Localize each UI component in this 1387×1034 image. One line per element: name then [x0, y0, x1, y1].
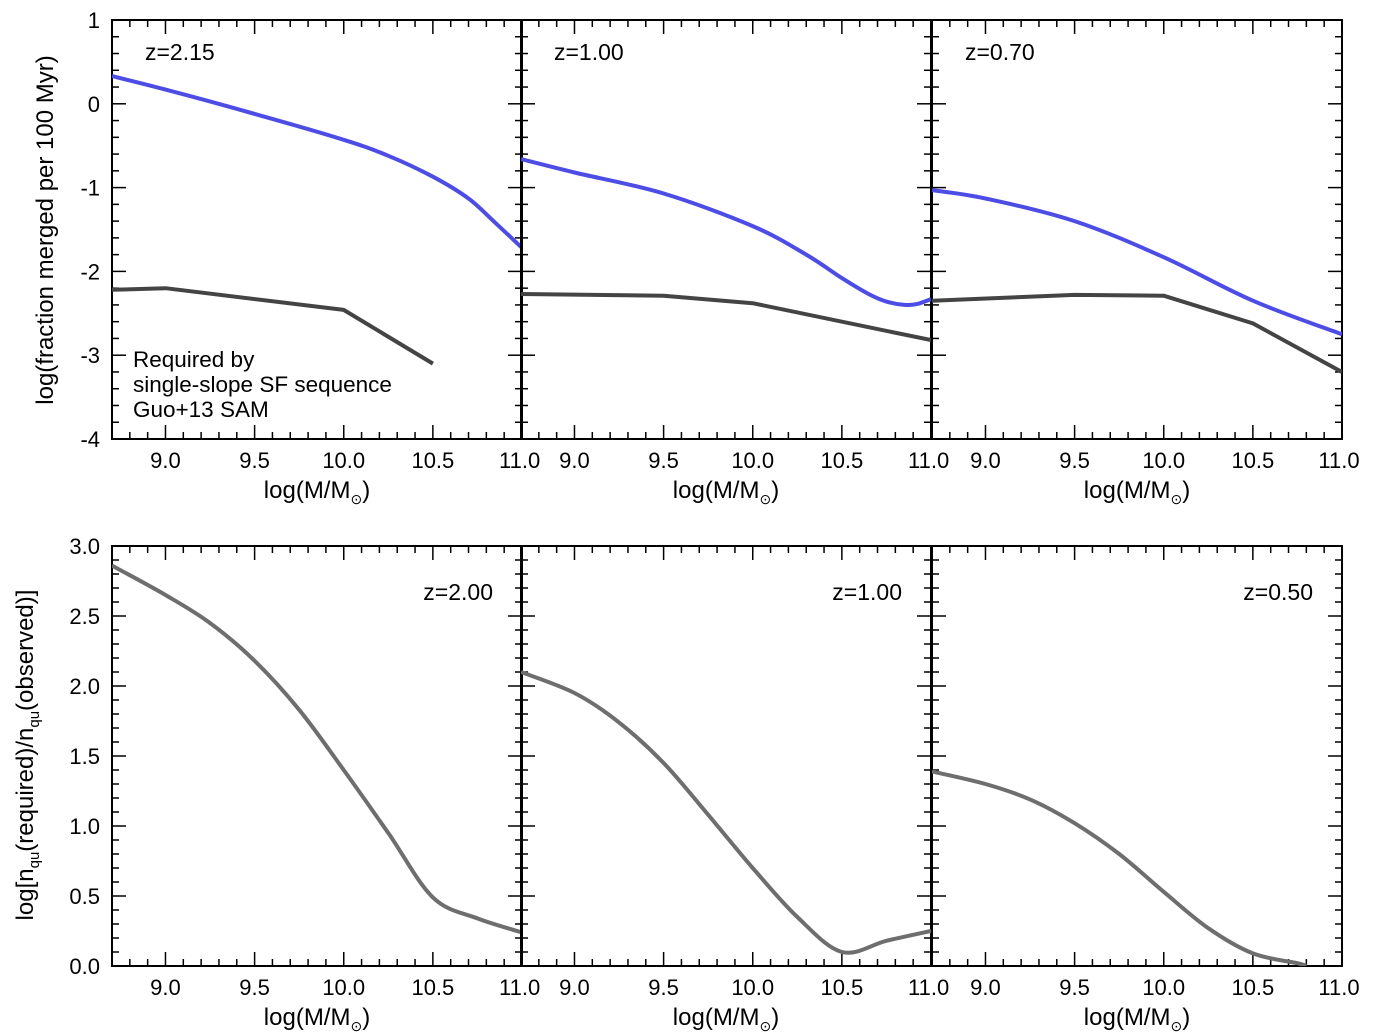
- x-tick-label: 10.5: [820, 975, 863, 1000]
- x-tick-label: 10.0: [1142, 448, 1185, 473]
- y-tick-label: 1: [88, 8, 100, 33]
- x-tick-label: 10.0: [322, 975, 365, 1000]
- y-tick-label: 0.5: [69, 884, 100, 909]
- panel-z=2.00: 9.0 9.5 10.0 10.5 11.0 3.0 2.5 2.0 1.5 1.0 0.5 0.0 l…: [69, 534, 540, 1034]
- x-tick-label: 9.5: [239, 975, 270, 1000]
- panel-z=0.70: 9.0 9.5 10.0 10.5 11.0 log(M/M⊙) z=0.70: [931, 19, 1360, 507]
- chart-panels: 9.0 9.5 10.0 10.5 11.0 1 0 -1 -2 -3 -4 log(M/M⊙) z=2…: [69, 8, 1359, 1034]
- top-y-axis-title: log(fraction merged per 100 Myr): [32, 55, 59, 404]
- plot-frame: [111, 545, 523, 967]
- y-tick-label: 3.0: [69, 534, 100, 559]
- panel-z=1.00: 9.0 9.5 10.0 10.5 11.0 log(M/M⊙) z=1.00: [520, 545, 949, 1034]
- x-tick-label: 10.5: [820, 448, 863, 473]
- x-tick-label: 10.0: [731, 448, 774, 473]
- bottom-y-axis-title: log[nqu(required)/nqu(observed)]: [12, 590, 43, 921]
- x-tick-label: 9.5: [1059, 448, 1090, 473]
- x-axis-title: log(M/M⊙): [264, 1004, 370, 1034]
- x-tick-label: 9.0: [150, 448, 181, 473]
- bottom-y-title-sub-2: qu: [26, 711, 43, 728]
- x-tick-label: 11.0: [908, 448, 949, 473]
- x-tick-label: 9.0: [970, 975, 1001, 1000]
- bottom-y-title-part-3: (observed)]: [12, 590, 39, 711]
- panel-z=2.15: 9.0 9.5 10.0 10.5 11.0 1 0 -1 -2 -3 -4 log(M/M⊙) z=2…: [80, 8, 540, 507]
- panel-label: z=1.00: [832, 579, 902, 605]
- y-tick-label: -4: [80, 427, 100, 452]
- panel-label: z=0.50: [1243, 579, 1313, 605]
- series-line-ratio: [112, 563, 522, 935]
- legend-sam: Guo+13 SAM: [133, 397, 269, 422]
- x-tick-label: 9.5: [239, 448, 270, 473]
- x-tick-label: 11.0: [1318, 448, 1359, 473]
- legend: Required by single-slope SF sequence Guo…: [133, 347, 392, 422]
- y-tick-label: 0.0: [69, 954, 100, 979]
- legend-required-line-2: single-slope SF sequence: [133, 372, 392, 397]
- x-tick-label: 10.0: [1142, 975, 1185, 1000]
- plot-frame: [520, 545, 932, 967]
- x-tick-label: 11.0: [499, 975, 540, 1000]
- plot-frame: [931, 19, 1343, 440]
- series-line-sam: [932, 292, 1342, 374]
- y-tick-label: 1.0: [69, 814, 100, 839]
- x-tick-label: 9.0: [150, 975, 181, 1000]
- x-axis-title: log(M/M⊙): [1084, 1004, 1190, 1034]
- x-tick-label: 10.5: [411, 975, 454, 1000]
- y-tick-label: -1: [80, 176, 100, 201]
- series-line-sam: [521, 292, 931, 343]
- panel-label: z=2.00: [423, 579, 493, 605]
- y-tick-label: -2: [80, 259, 100, 284]
- x-tick-label: 9.0: [559, 448, 590, 473]
- x-tick-label: 9.0: [970, 448, 1001, 473]
- x-tick-label: 9.5: [1059, 975, 1090, 1000]
- panel-z=0.50: 9.0 9.5 10.0 10.5 11.0 log(M/M⊙) z=0.50: [931, 545, 1360, 1034]
- series-line-required: [521, 157, 931, 308]
- y-tick-label: -3: [80, 343, 100, 368]
- panel-label: z=1.00: [554, 39, 624, 65]
- bottom-y-title-part-1: log[n: [12, 868, 39, 920]
- x-axis-title: log(M/M⊙): [673, 477, 779, 507]
- x-tick-label: 10.0: [322, 448, 365, 473]
- series-line-ratio: [932, 769, 1308, 966]
- x-tick-label: 9.5: [648, 975, 679, 1000]
- y-tick-label: 2.5: [69, 604, 100, 629]
- panel-label: z=0.70: [965, 39, 1035, 65]
- x-axis-title: log(M/M⊙): [264, 477, 370, 507]
- series-line-sam: [112, 286, 434, 366]
- x-tick-label: 11.0: [908, 975, 949, 1000]
- x-tick-label: 10.0: [731, 975, 774, 1000]
- plot-frame: [520, 19, 932, 440]
- x-tick-label: 10.5: [1231, 448, 1274, 473]
- panel-label: z=2.15: [145, 39, 215, 65]
- panel-z=1.00: 9.0 9.5 10.0 10.5 11.0 log(M/M⊙) z=1.00: [520, 19, 949, 507]
- series-line-required: [932, 188, 1342, 337]
- x-tick-label: 11.0: [499, 448, 540, 473]
- x-tick-label: 10.5: [411, 448, 454, 473]
- x-tick-label: 10.5: [1231, 975, 1274, 1000]
- legend-required-line-1: Required by: [133, 347, 255, 372]
- x-tick-label: 9.0: [559, 975, 590, 1000]
- plot-frame: [931, 545, 1343, 967]
- bottom-y-title-sub-1: qu: [26, 852, 43, 869]
- y-tick-label: 1.5: [69, 744, 100, 769]
- bottom-y-title-part-2: (required)/n: [12, 728, 39, 852]
- x-tick-label: 11.0: [1318, 975, 1359, 1000]
- y-tick-label: 2.0: [69, 674, 100, 699]
- series-line-ratio: [521, 670, 931, 955]
- x-axis-title: log(M/M⊙): [673, 1004, 779, 1034]
- series-line-required: [112, 74, 522, 250]
- x-axis-title: log(M/M⊙): [1084, 477, 1190, 507]
- x-tick-label: 9.5: [648, 448, 679, 473]
- y-tick-label: 0: [88, 92, 100, 117]
